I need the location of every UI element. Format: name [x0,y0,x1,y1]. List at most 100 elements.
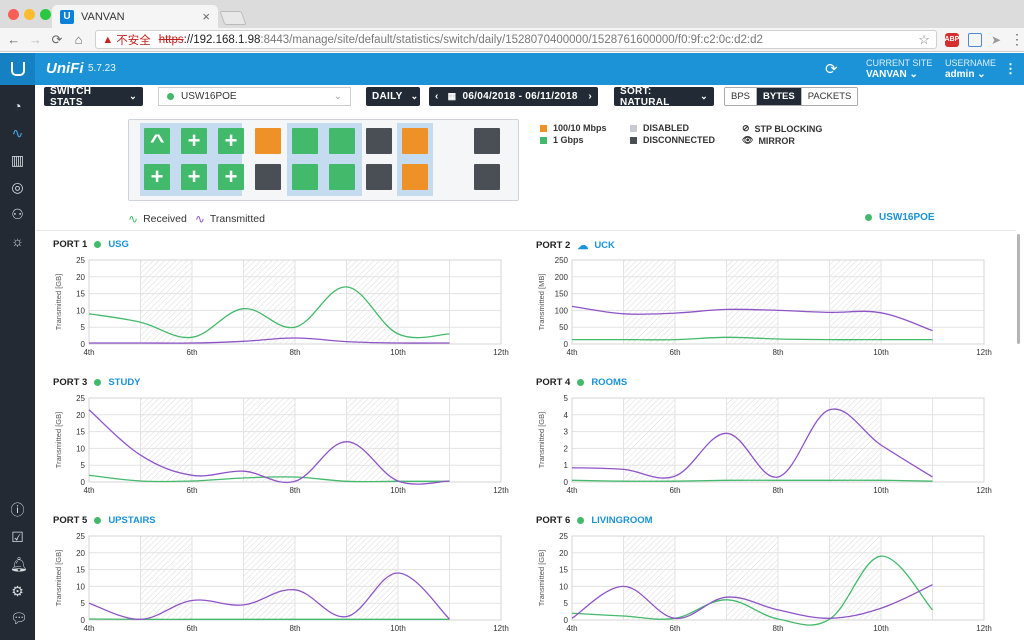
adblock-icon[interactable]: ABP [945,32,959,47]
next-range-icon[interactable]: › [588,91,592,102]
extension-icon[interactable] [967,32,982,47]
date-range-picker[interactable]: ‹ ▦ 06/04/2018 - 06/11/2018 › [429,87,598,106]
send-icon[interactable]: ➤ [990,32,1001,47]
period-dropdown[interactable]: DAILY ⌄ [366,87,420,106]
y-tick-label: 25 [76,256,85,265]
series-line-transmitted[interactable] [571,584,933,619]
chat-icon[interactable]: 💬︎ [10,610,28,626]
switch-port-10[interactable]: + [144,164,170,190]
x-tick-label: 6th [669,486,680,495]
weekend-band [623,536,675,620]
switch-port-2[interactable]: + [181,128,207,154]
minimize-window-icon[interactable] [24,9,35,20]
switch-port-4[interactable] [255,128,281,154]
port-name-link[interactable]: LIVINGROOM [591,515,653,526]
y-tick-label: 10 [76,582,85,591]
switch-port-17[interactable] [402,164,428,190]
devices-icon[interactable]: ◎ [11,179,24,195]
legend-1gbps: 1 Gbps [553,135,584,145]
series-line-transmitted[interactable] [571,305,933,332]
prev-range-icon[interactable]: ‹ [435,91,439,102]
port-name-link[interactable]: UPSTAIRS [108,515,156,526]
y-tick-label: 15 [76,566,85,575]
series-line-received[interactable] [88,474,450,483]
device-status-dot [865,214,872,221]
sort-dropdown[interactable]: SORT: NATURAL ⌄ [614,86,714,108]
weekend-band [623,260,675,344]
cloud-key-icon: ☁ [577,240,589,252]
info-icon[interactable]: ⓘ [10,502,25,518]
switch-port-6[interactable] [329,128,355,154]
bookmark-star-icon[interactable]: ☆ [918,31,930,47]
series-line-transmitted[interactable] [88,409,450,485]
device-name-label[interactable]: USW16POE [865,212,935,223]
url-bar[interactable]: ▲ 不安全 https ://192.168.1.98 :8443/manage… [95,30,937,49]
switch-port-9[interactable] [474,128,500,154]
series-line-received[interactable] [571,555,933,626]
current-site-selector[interactable]: CURRENT SITE VANVAN ⌄ [866,58,932,80]
series-line-received[interactable] [571,336,933,341]
reload-icon[interactable]: ⟳ [51,31,63,47]
more-menu-icon[interactable]: ⋮ [1004,61,1017,76]
series-line-transmitted[interactable] [571,408,933,479]
switch-port-12[interactable]: + [218,164,244,190]
close-window-icon[interactable] [8,9,19,20]
unit-bytes-button[interactable]: BYTES [757,88,802,105]
ubiquiti-logo-icon[interactable] [0,53,35,85]
divider [36,230,1016,231]
settings-icon[interactable]: ⚙ [11,583,24,599]
clients-icon[interactable]: ⚇ [11,206,24,222]
switch-port-3[interactable]: + [218,128,244,154]
refresh-icon[interactable]: ⟳ [825,61,838,78]
statistics-icon[interactable]: ∿ [11,125,24,141]
scrollbar-thumb[interactable] [1017,234,1020,344]
home-icon[interactable]: ⌂ [74,32,83,47]
browser-tab[interactable]: U VANVAN × [52,5,218,28]
switch-port-7[interactable] [366,128,392,154]
forward-arrow-icon[interactable]: → [28,32,42,47]
switch-port-14[interactable] [292,164,318,190]
maximize-window-icon[interactable] [40,9,51,20]
stats-type-dropdown[interactable]: SWITCH STATS ⌄ [44,86,143,108]
port-chart: PORT 2 ☁ UCK 0 50 100 150 200 250 4th 6th 8th 10th 1… [536,239,996,365]
port-name-link[interactable]: USG [108,239,129,250]
plot-frame [571,259,985,345]
browser-menu-icon[interactable]: ⋮ [1010,31,1024,47]
port-name-link[interactable]: UCK [594,240,615,251]
switch-port-1[interactable]: ^ [144,128,170,154]
map-icon[interactable]: ▥ [10,152,25,168]
user-menu[interactable]: USERNAME admin ⌄ [945,58,996,80]
new-tab-button[interactable] [219,11,247,25]
switch-port-15[interactable] [329,164,355,190]
switch-port-13[interactable] [255,164,281,190]
unit-bps-button[interactable]: BPS [725,88,758,105]
port-name-link[interactable]: ROOMS [591,377,628,388]
close-tab-icon[interactable]: × [202,9,210,24]
series-line-received[interactable] [571,479,933,482]
series-line-transmitted[interactable] [88,572,450,620]
weekend-band [829,536,881,620]
switch-port-18[interactable] [474,164,500,190]
series-line-received[interactable] [88,286,450,339]
device-select-value: USW16POE [181,91,237,102]
y-tick-label: 5 [564,599,569,608]
switch-port-8[interactable] [402,128,428,154]
unit-packets-button[interactable]: PACKETS [801,88,858,105]
device-name: USW16POE [879,212,935,223]
device-select[interactable]: USW16POE ⌄ [158,87,351,106]
y-axis-label: Transmitted [MB] [537,274,546,331]
series-line-transmitted[interactable] [88,337,450,344]
legend-received: Received [143,213,187,225]
insights-icon[interactable]: ☼ [11,233,24,249]
switch-port-11[interactable]: + [181,164,207,190]
switch-port-16[interactable] [366,164,392,190]
port-chart: PORT 1 USG 0 5 10 15 20 25 4th 6th 8th 10th 12th Tra… [53,239,513,365]
y-axis-label: Transmitted [GB] [54,412,63,468]
port-name-link[interactable]: STUDY [108,377,141,388]
switch-port-5[interactable] [292,128,318,154]
dashboard-icon[interactable]: ◔ [13,98,22,114]
tasks-icon[interactable]: ☑ [11,529,24,545]
back-arrow-icon[interactable]: ← [7,32,21,47]
alerts-bell-icon[interactable]: 🔔︎ [10,556,28,572]
y-tick-label: 0 [564,478,569,487]
